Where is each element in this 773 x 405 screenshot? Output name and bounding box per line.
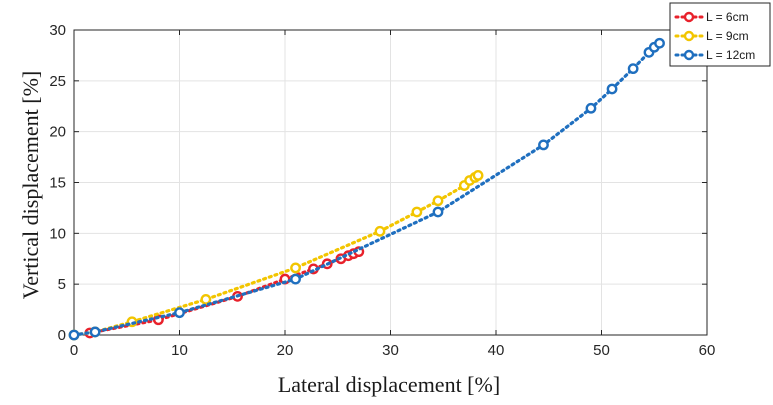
x-tick-label: 50 bbox=[593, 342, 610, 359]
legend-label: L = 12cm bbox=[706, 48, 755, 62]
legend-label: L = 6cm bbox=[706, 10, 749, 24]
y-tick-label: 25 bbox=[49, 73, 66, 90]
x-tick-label: 20 bbox=[277, 342, 294, 359]
y-tick-label: 10 bbox=[49, 225, 66, 242]
legend-entries: L = 6cm L = 9cm L = 12cm bbox=[674, 10, 755, 62]
data-point bbox=[472, 169, 484, 181]
data-point bbox=[68, 329, 80, 341]
legend-entry: L = 9cm bbox=[674, 29, 749, 43]
grid-layer bbox=[73, 29, 708, 336]
y-tick-label: 5 bbox=[58, 276, 66, 293]
legend: L = 6cm L = 9cm L = 12cm bbox=[669, 2, 771, 67]
data-point bbox=[174, 307, 185, 319]
y-tick-label: 20 bbox=[49, 124, 66, 141]
x-tick-label: 60 bbox=[699, 342, 716, 359]
tick-labels: 0 10 20 30 40 50 60 0 5 10 15 20 25 30 bbox=[49, 22, 715, 359]
series-2 bbox=[68, 169, 484, 341]
data-point bbox=[89, 326, 101, 338]
legend-marker bbox=[683, 49, 695, 61]
data-point bbox=[374, 225, 386, 237]
axes-layer bbox=[73, 29, 708, 336]
series-line bbox=[72, 41, 662, 337]
legend-entry: L = 12cm bbox=[674, 48, 755, 62]
x-tick-label: 0 bbox=[70, 342, 78, 359]
data-point bbox=[432, 206, 444, 218]
y-axis-label: Vertical displacement [%] bbox=[18, 71, 43, 299]
x-tick-label: 40 bbox=[488, 342, 505, 359]
data-point bbox=[200, 294, 212, 305]
series-3 bbox=[68, 37, 665, 341]
legend-entry: L = 6cm bbox=[674, 10, 749, 24]
data-point bbox=[411, 206, 423, 218]
legend-marker bbox=[683, 11, 695, 23]
data-point bbox=[538, 139, 549, 151]
series-line bbox=[72, 173, 480, 337]
data-point bbox=[627, 63, 639, 75]
x-axis-label: Lateral displacement [%] bbox=[278, 372, 500, 397]
y-tick-label: 30 bbox=[49, 22, 66, 39]
y-tick-label: 0 bbox=[58, 327, 66, 344]
data-point bbox=[290, 273, 301, 285]
series-layer bbox=[68, 37, 665, 341]
legend-marker bbox=[683, 30, 695, 42]
x-tick-label: 10 bbox=[171, 342, 188, 359]
data-point bbox=[585, 102, 597, 114]
data-point bbox=[432, 195, 444, 207]
x-tick-label: 30 bbox=[382, 342, 399, 359]
data-point bbox=[290, 262, 301, 274]
data-point bbox=[606, 83, 618, 95]
y-tick-label: 15 bbox=[49, 175, 66, 192]
data-point bbox=[654, 37, 665, 49]
legend-label: L = 9cm bbox=[706, 29, 749, 43]
